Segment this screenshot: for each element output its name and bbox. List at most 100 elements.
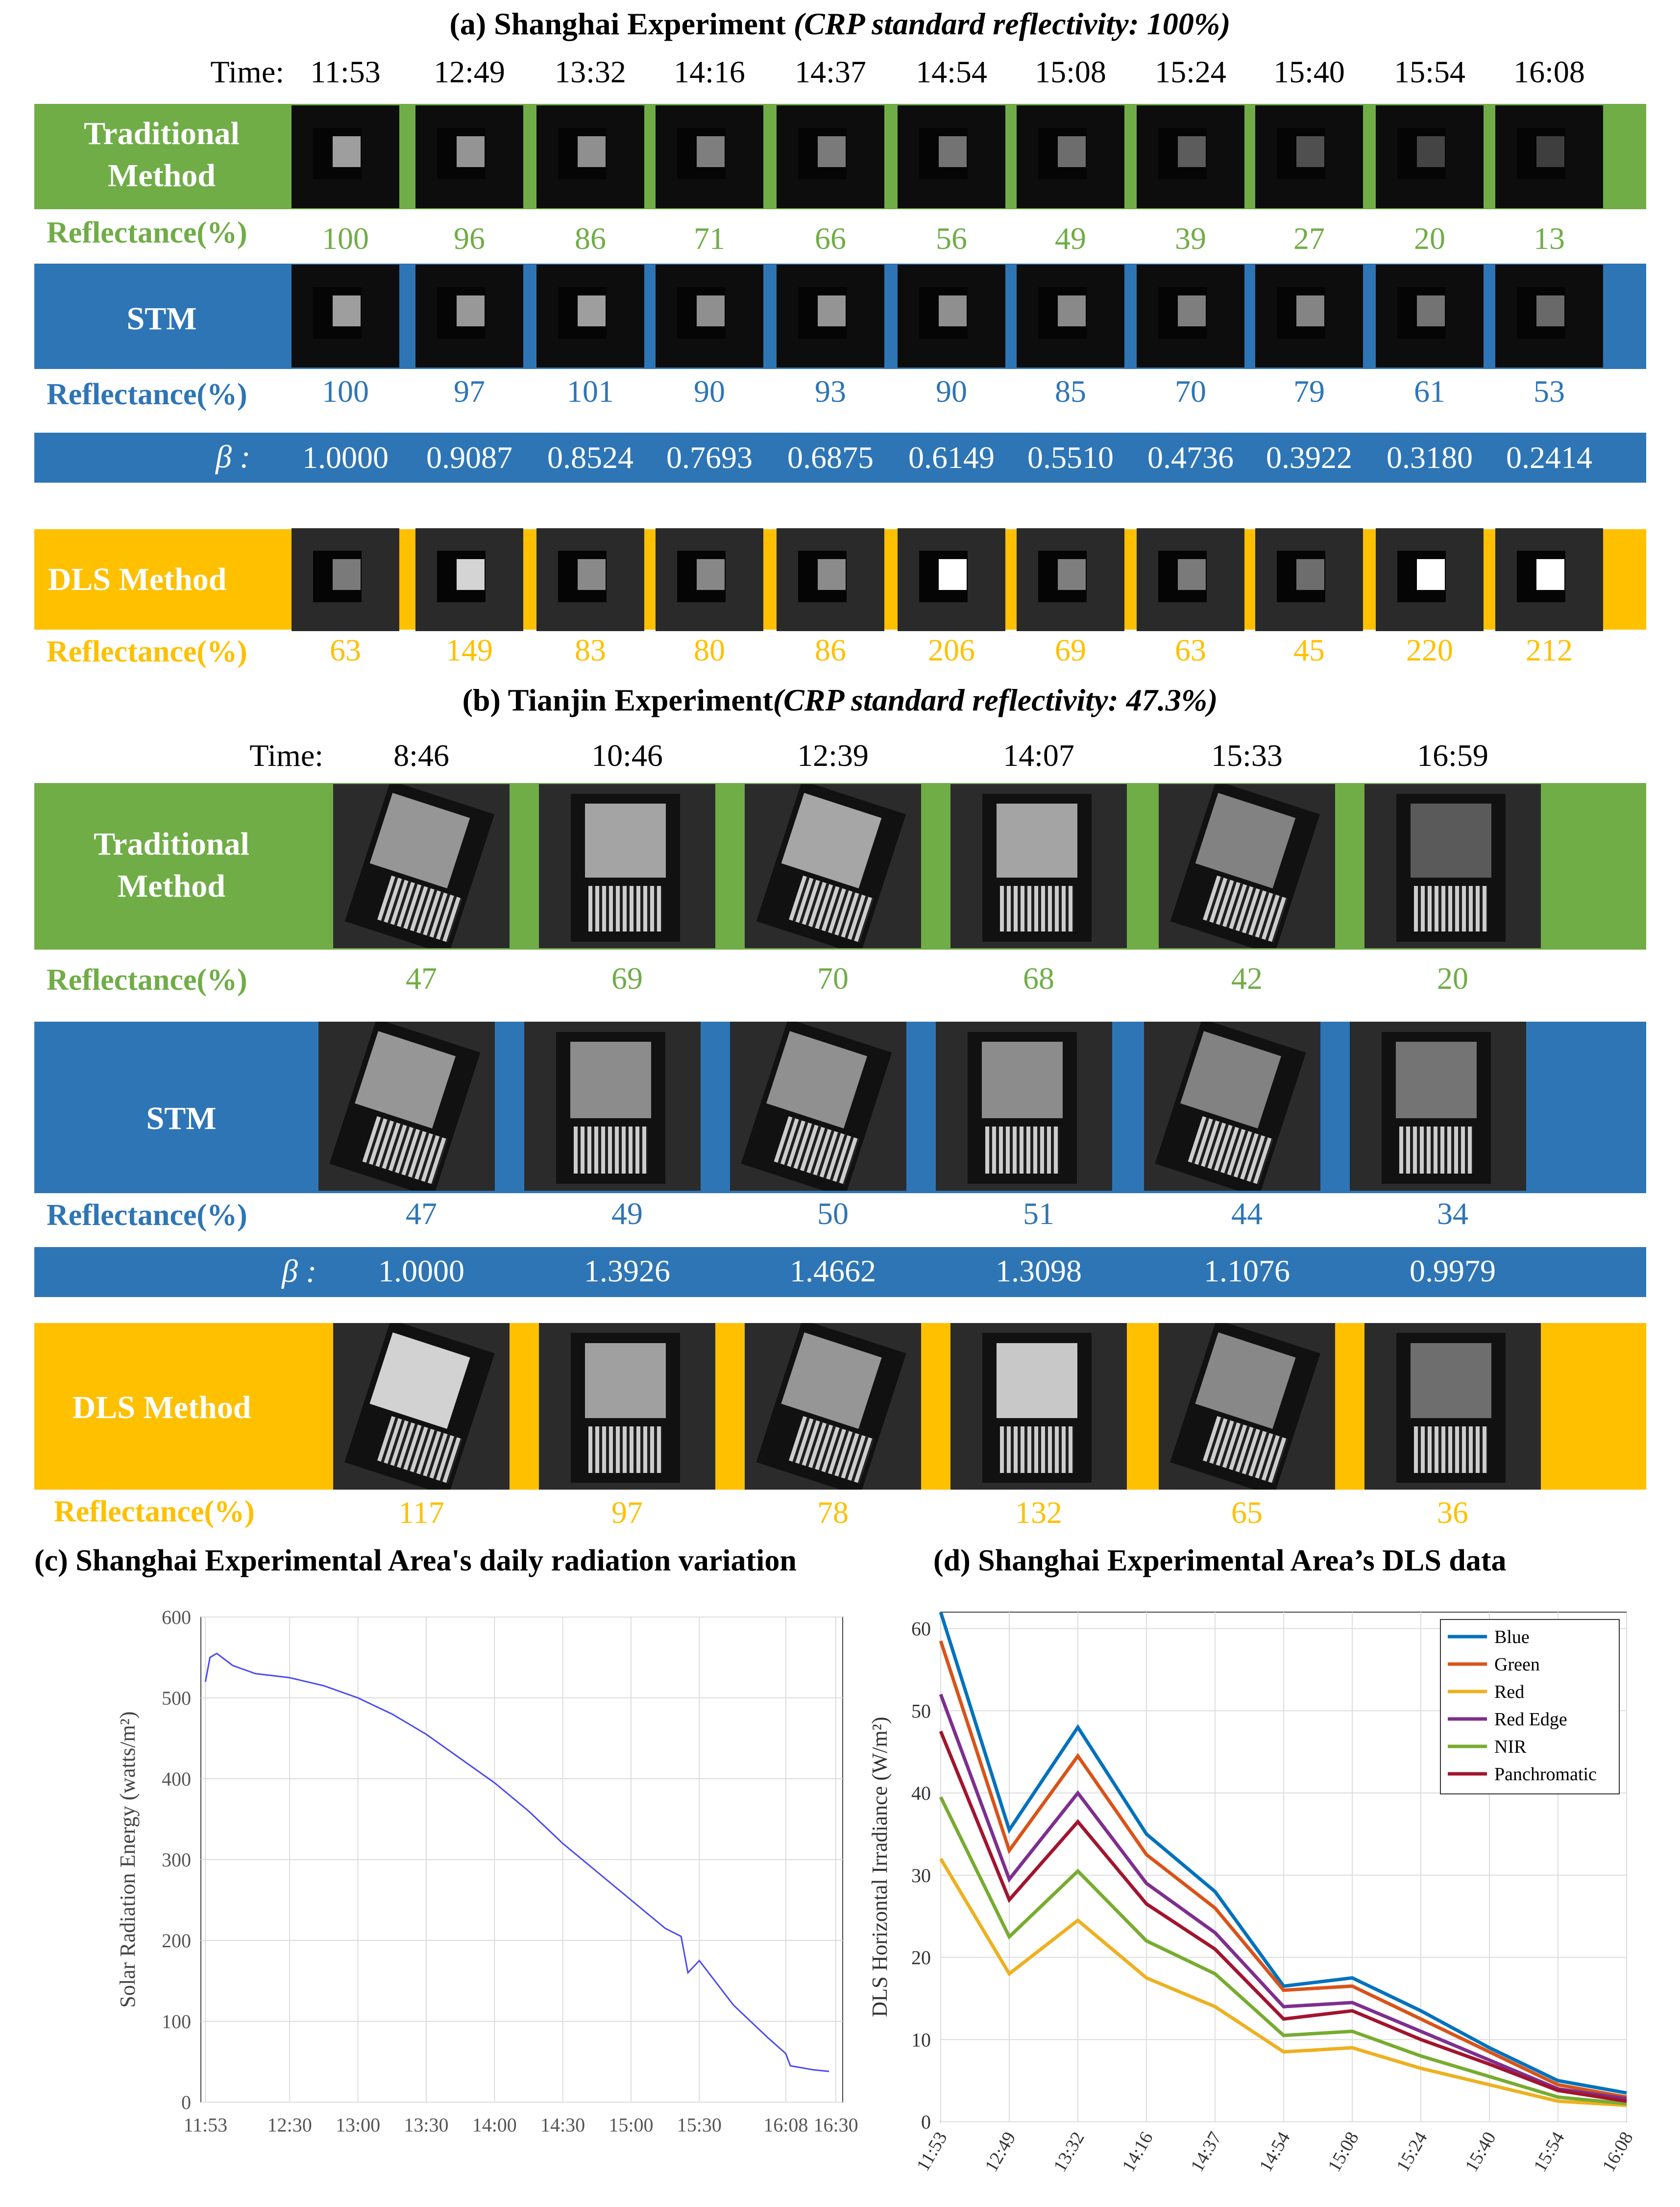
tianjin-traditional-label-line1: Traditional <box>94 826 249 862</box>
shanghai-beta-value-8: 0.4736 <box>1147 440 1234 475</box>
shanghai-beta-value-6: 0.6149 <box>908 440 995 475</box>
panel-reflect-patch <box>1410 1343 1492 1418</box>
shanghai-traditional-image-5 <box>777 105 884 208</box>
panel-reflect-patch <box>938 136 967 167</box>
shanghai-traditional-image-2 <box>415 105 523 208</box>
shanghai-time-6: 14:54 <box>916 54 987 89</box>
chart-d-legend-label: Blue <box>1494 1627 1530 1647</box>
chart-d-xtick: 14:37 <box>1187 2129 1226 2176</box>
shanghai-beta-band <box>34 433 1646 483</box>
chart-d-ytick: 20 <box>911 1947 931 1969</box>
chart-c-svg: 0 100 200 300 400 500 600 11:53 12:30 13:00 13:30 1… <box>116 1606 858 2136</box>
tianjin-beta-value-4: 1.3098 <box>996 1253 1082 1288</box>
shanghai-time-4: 14:16 <box>674 54 745 89</box>
panel-reflect-patch <box>1057 136 1086 167</box>
shanghai-dls-value-8: 63 <box>1175 633 1206 667</box>
shanghai-traditional-value-7: 49 <box>1055 221 1086 256</box>
tianjin-traditional-label-line2: Method <box>118 868 225 904</box>
shanghai-dls-value-5: 86 <box>815 633 846 667</box>
shanghai-time-11: 16:08 <box>1513 54 1585 89</box>
shanghai-traditional-image-11 <box>1495 105 1603 208</box>
tianjin-dls-value-6: 36 <box>1437 1495 1468 1530</box>
panel-reflect-patch <box>1536 559 1564 590</box>
panel-reflect-patch <box>981 1042 1063 1118</box>
shanghai-dls-value-2: 149 <box>446 633 493 667</box>
tianjin-time-label: Time: <box>249 738 323 773</box>
chart-c-title: (c) Shanghai Experimental Area's daily r… <box>34 1544 797 1577</box>
chart-d-legend-label: Red <box>1494 1682 1524 1702</box>
chart-d-ytick: 50 <box>911 1700 931 1722</box>
tianjin-dls-value-4: 132 <box>1015 1495 1062 1530</box>
shanghai-dls-value-10: 220 <box>1406 633 1453 667</box>
chart-d-xtick: 15:54 <box>1530 2129 1569 2176</box>
tianjin-dls-image-2 <box>539 1323 715 1490</box>
chart-d-xtick: 11:53 <box>913 2129 951 2175</box>
panel-reflect-patch <box>1177 136 1206 167</box>
panel-reflect-patch <box>1410 804 1492 878</box>
shanghai-dls-image-2 <box>415 528 523 631</box>
panel-reflect-patch <box>1057 295 1086 326</box>
qr-code-label <box>573 1126 648 1174</box>
panel-reflect-patch <box>584 1343 666 1418</box>
shanghai-traditional-label-line1: Traditional <box>84 116 240 151</box>
shanghai-beta-value-1: 1.0000 <box>302 440 389 475</box>
shanghai-stm-value-2: 97 <box>454 374 485 409</box>
shanghai-dls-value-11: 212 <box>1526 633 1573 667</box>
tianjin-stm-value-5: 44 <box>1231 1196 1263 1231</box>
tianjin-beta-value-3: 1.4662 <box>790 1253 876 1288</box>
chart-d-series-green <box>939 1640 1627 2099</box>
chart-d-xtick: 15:40 <box>1461 2129 1500 2176</box>
chart-d-ytick: 0 <box>921 2111 931 2133</box>
panel-reflect-patch <box>1395 1042 1477 1118</box>
shanghai-beta-value-2: 0.9087 <box>426 440 512 475</box>
chart-c-xtick: 14:30 <box>540 2114 585 2136</box>
shanghai-beta-value-4: 0.7693 <box>666 440 753 475</box>
tianjin-beta-value-5: 1.1076 <box>1204 1253 1290 1288</box>
panel-reflect-patch <box>1416 295 1445 326</box>
shanghai-traditional-image-7 <box>1017 105 1124 208</box>
tianjin-title: (b) Tianjin Experiment(CRP standard refl… <box>0 682 1680 718</box>
qr-code-label <box>999 885 1074 932</box>
tianjin-time-4: 14:07 <box>1003 738 1074 773</box>
chart-c-xtick: 16:08 <box>763 2114 808 2136</box>
chart-c-ytick: 0 <box>181 2091 191 2113</box>
qr-code-label <box>588 885 662 932</box>
shanghai-time-10: 15:54 <box>1394 54 1465 89</box>
panel-reflect-patch <box>1057 559 1086 590</box>
shanghai-time-label: Time: <box>210 54 284 89</box>
shanghai-dls-image-4 <box>656 528 763 631</box>
tianjin-stm-value-1: 47 <box>406 1196 437 1231</box>
tianjin-traditional-label: Traditional Method <box>34 823 309 907</box>
panel-reflect-patch <box>696 295 725 326</box>
shanghai-time-9: 15:40 <box>1273 54 1345 89</box>
shanghai-traditional-value-2: 96 <box>454 221 485 256</box>
shanghai-dls-value-9: 45 <box>1293 633 1325 667</box>
shanghai-dls-image-11 <box>1495 528 1603 631</box>
shanghai-dls-image-7 <box>1017 528 1124 631</box>
shanghai-dls-value-4: 80 <box>694 633 725 667</box>
tianjin-traditional-image-2 <box>539 784 715 948</box>
panel-reflect-patch <box>1296 295 1324 326</box>
chart-d-xtick: 13:32 <box>1049 2129 1089 2176</box>
tianjin-stm-image-6 <box>1350 1022 1526 1191</box>
shanghai-stm-image-11 <box>1495 265 1603 368</box>
shanghai-dls-image-10 <box>1376 528 1484 631</box>
panel-reflect-patch <box>1177 295 1206 326</box>
panel-reflect-patch <box>696 136 725 167</box>
shanghai-stm-value-4: 90 <box>694 374 725 409</box>
chart-d-xtick: 15:08 <box>1324 2129 1363 2176</box>
shanghai-stm-image-1 <box>292 265 399 368</box>
tianjin-traditional-value-6: 20 <box>1437 961 1468 996</box>
tianjin-time-3: 12:39 <box>797 738 869 773</box>
chart-d-legend-label: Green <box>1494 1654 1540 1675</box>
shanghai-stm-image-5 <box>777 265 884 368</box>
tianjin-dls-image-6 <box>1364 1323 1541 1490</box>
panel-reflect-patch <box>584 804 666 878</box>
shanghai-title-italic: (CRP standard reflectivity: 100%) <box>793 6 1231 41</box>
chart-c-ytick: 500 <box>162 1687 191 1709</box>
tianjin-dls-label: DLS Method <box>72 1390 251 1425</box>
qr-code-label <box>1413 885 1488 932</box>
shanghai-dls-value-3: 83 <box>575 633 606 667</box>
chart-d-title: (d) Shanghai Experimental Area’s DLS dat… <box>933 1544 1507 1577</box>
tianjin-stm-image-2 <box>524 1022 701 1191</box>
